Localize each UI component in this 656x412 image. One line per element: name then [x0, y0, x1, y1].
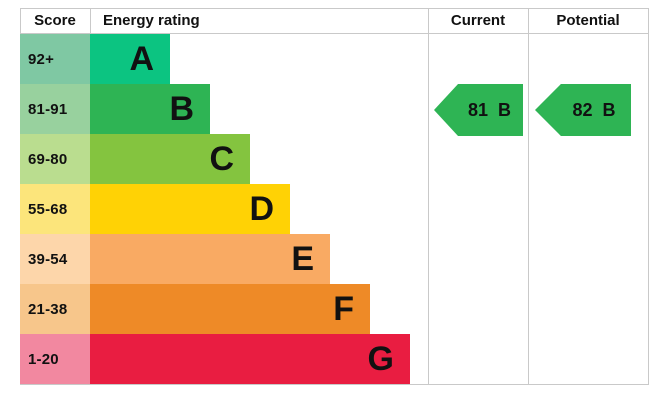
- table-right-border: [648, 8, 649, 385]
- band-f-letter: F: [333, 290, 354, 328]
- potential-rating-value: 82: [572, 99, 593, 120]
- band-d-score-label: 55-68: [28, 200, 68, 218]
- band-g-bar: G: [90, 334, 410, 384]
- table-bottom-border: [20, 384, 649, 385]
- band-a-score-range: 92+: [20, 34, 90, 84]
- band-e-score-label: 39-54: [28, 250, 68, 268]
- band-g-letter: G: [367, 340, 394, 378]
- band-e-letter: E: [291, 240, 314, 278]
- energy-rating-column-header: Energy rating: [103, 12, 200, 29]
- band-c-score-range: 69-80: [20, 134, 90, 184]
- potential-column-header: Potential: [556, 12, 620, 29]
- band-e-bar: E: [90, 234, 330, 284]
- band-a-score-label: 92+: [28, 50, 55, 68]
- current-rating-value: 81: [467, 99, 489, 120]
- band-g-score-label: 1-20: [28, 350, 59, 368]
- header-left-border: [20, 8, 21, 34]
- table-top-border: [20, 8, 649, 9]
- band-g-score-range: 1-20: [20, 334, 90, 384]
- band-f-bar: F: [90, 284, 370, 334]
- current-column-left-border: [428, 8, 429, 385]
- band-e-score-range: 39-54: [20, 234, 90, 284]
- band-b-letter: B: [169, 90, 194, 128]
- band-b-bar: B: [90, 84, 210, 134]
- band-b-score-label: 81-91: [28, 100, 68, 118]
- band-c-bar: C: [90, 134, 250, 184]
- score-rating-divider: [90, 8, 91, 34]
- score-column-header: Score: [34, 12, 76, 29]
- potential-rating-band: B: [602, 99, 616, 120]
- band-d-bar: D: [90, 184, 290, 234]
- band-c-score-label: 69-80: [28, 150, 68, 168]
- current-column-header: Current: [450, 12, 506, 29]
- band-c-letter: C: [209, 140, 234, 178]
- band-d-letter: D: [249, 190, 274, 228]
- band-a-bar: A: [90, 34, 170, 84]
- header-underline: [20, 33, 649, 34]
- potential-column-left-border: [528, 8, 529, 385]
- band-d-score-range: 55-68: [20, 184, 90, 234]
- potential-rating-arrow: 82 B: [535, 84, 631, 136]
- current-rating-band: B: [498, 99, 512, 120]
- band-f-score-range: 21-38: [20, 284, 90, 334]
- band-b-score-range: 81-91: [20, 84, 90, 134]
- band-a-letter: A: [129, 40, 154, 78]
- current-rating-arrow: 81 B: [434, 84, 523, 136]
- band-f-score-label: 21-38: [28, 300, 68, 318]
